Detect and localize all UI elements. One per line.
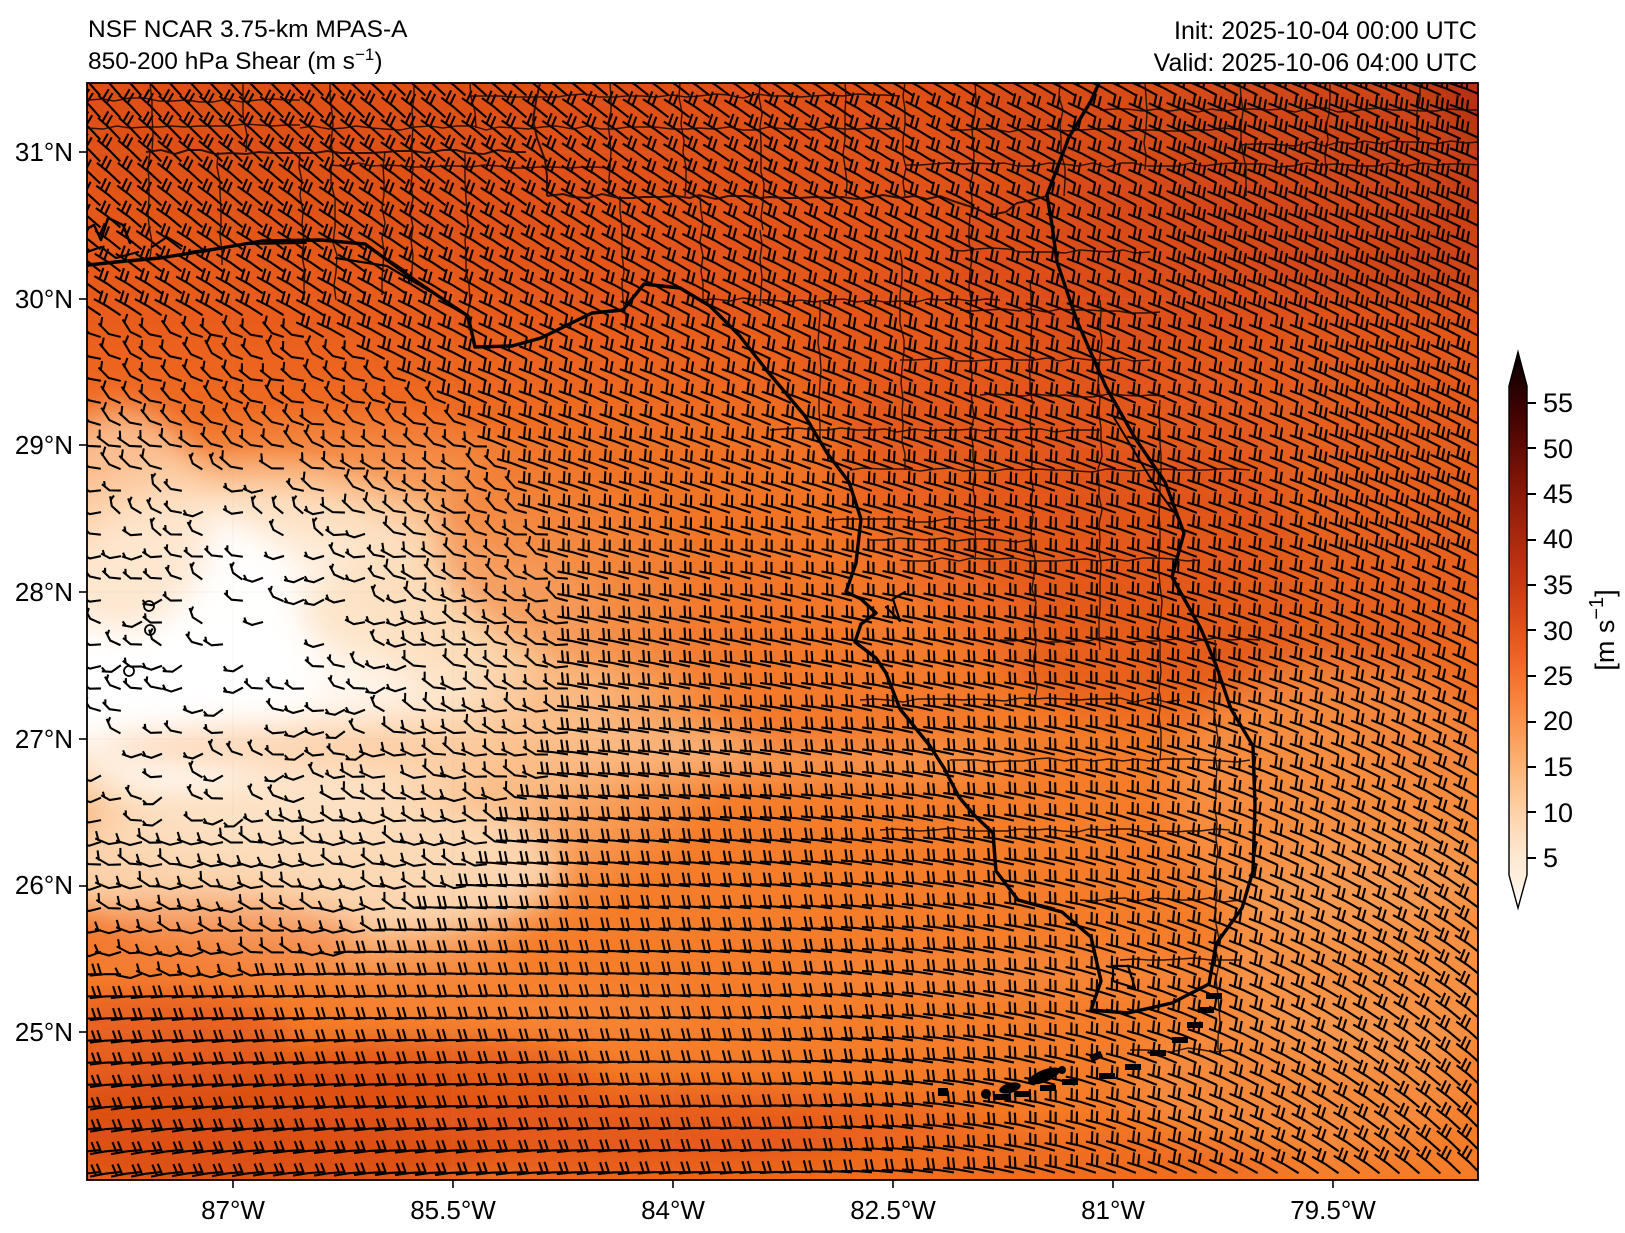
svg-text:79.5°W: 79.5°W xyxy=(1290,1195,1376,1225)
svg-text:NSF NCAR 3.75-km MPAS-A: NSF NCAR 3.75-km MPAS-A xyxy=(88,16,408,43)
svg-text:84°W: 84°W xyxy=(641,1195,705,1225)
svg-text:82.5°W: 82.5°W xyxy=(850,1195,936,1225)
svg-text:Valid: 2025-10-06 04:00 UTC: Valid: 2025-10-06 04:00 UTC xyxy=(1154,49,1477,77)
svg-text:10: 10 xyxy=(1543,798,1573,828)
svg-text:31°N: 31°N xyxy=(15,137,73,167)
svg-text:25: 25 xyxy=(1543,661,1573,691)
svg-text:29°N: 29°N xyxy=(15,430,73,460)
svg-text:Init: 2025-10-04 00:00 UTC: Init: 2025-10-04 00:00 UTC xyxy=(1174,17,1477,45)
svg-text:850-200 hPa Shear (m s−1): 850-200 hPa Shear (m s−1) xyxy=(88,45,383,76)
svg-text:15: 15 xyxy=(1543,752,1573,782)
svg-text:40: 40 xyxy=(1543,524,1573,554)
svg-text:81°W: 81°W xyxy=(1081,1195,1145,1225)
svg-text:25°N: 25°N xyxy=(15,1017,73,1047)
svg-text:28°N: 28°N xyxy=(15,577,73,607)
svg-text:5: 5 xyxy=(1543,843,1558,873)
svg-text:35: 35 xyxy=(1543,570,1573,600)
svg-text:45: 45 xyxy=(1543,479,1573,509)
svg-text:87°W: 87°W xyxy=(201,1195,265,1225)
svg-text:30: 30 xyxy=(1543,616,1573,646)
svg-text:50: 50 xyxy=(1543,434,1573,464)
svg-text:27°N: 27°N xyxy=(15,724,73,754)
svg-text:85.5°W: 85.5°W xyxy=(410,1195,496,1225)
svg-text:55: 55 xyxy=(1543,388,1573,418)
svg-text:30°N: 30°N xyxy=(15,284,73,314)
svg-text:[m s−1]: [m s−1] xyxy=(1586,589,1620,670)
svg-text:26°N: 26°N xyxy=(15,870,73,900)
svg-text:20: 20 xyxy=(1543,706,1573,736)
